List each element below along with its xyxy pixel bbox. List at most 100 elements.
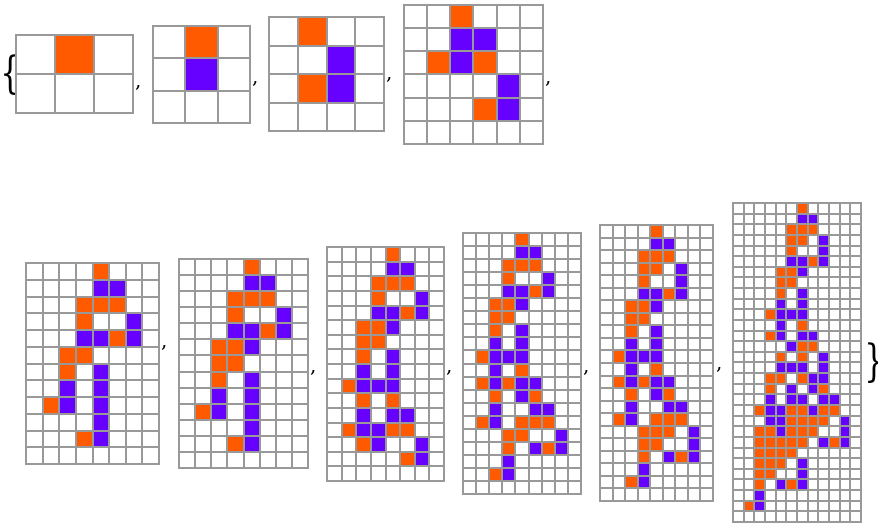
purple-cell [766, 395, 775, 405]
empty-cell [744, 246, 754, 256]
empty-cell [244, 308, 259, 323]
empty-cell [95, 75, 132, 112]
purple-cell [327, 46, 355, 73]
orange-cell [542, 442, 554, 454]
empty-cell [292, 308, 307, 323]
empty-cell [613, 326, 625, 337]
purple-cell [244, 276, 259, 291]
orange-cell [798, 204, 807, 213]
empty-cell [328, 350, 341, 363]
empty-cell [143, 280, 158, 296]
empty-cell [60, 314, 75, 329]
empty-cell [76, 448, 92, 463]
empty-cell [638, 326, 650, 337]
empty-cell [60, 431, 75, 447]
empty-cell [840, 278, 850, 288]
empty-cell [520, 98, 542, 120]
empty-cell [744, 331, 754, 341]
empty-cell [342, 365, 356, 378]
empty-cell [143, 347, 158, 363]
empty-cell [292, 372, 307, 387]
empty-cell [27, 364, 42, 380]
empty-cell [851, 257, 860, 266]
empty-cell [766, 204, 775, 213]
empty-cell [415, 365, 429, 378]
empty-cell [401, 438, 414, 451]
empty-cell [477, 364, 489, 376]
empty-cell [342, 408, 356, 422]
purple-cell [415, 438, 429, 451]
empty-cell [328, 291, 341, 305]
empty-cell [851, 491, 860, 500]
empty-cell [143, 297, 158, 313]
empty-cell [676, 351, 687, 362]
orange-cell [529, 390, 541, 402]
empty-cell [819, 299, 828, 309]
empty-cell [126, 347, 142, 363]
purple-cell [798, 214, 807, 224]
empty-cell [186, 91, 217, 122]
orange-cell [755, 480, 764, 490]
empty-cell [601, 251, 612, 262]
empty-cell [143, 364, 158, 380]
orange-cell [787, 427, 796, 436]
empty-cell [568, 429, 580, 441]
empty-cell [93, 314, 109, 329]
empty-cell [292, 276, 307, 291]
purple-cell [787, 384, 796, 394]
empty-cell [688, 376, 700, 388]
empty-cell [180, 292, 195, 307]
purple-cell [244, 404, 259, 419]
orange-cell [744, 501, 754, 511]
purple-cell [126, 314, 142, 329]
empty-cell [555, 273, 567, 285]
empty-cell [663, 313, 675, 325]
orange-cell [228, 436, 243, 451]
purple-cell [663, 376, 675, 388]
empty-cell [276, 372, 291, 387]
empty-cell [851, 289, 860, 298]
empty-cell [798, 501, 807, 511]
empty-cell [819, 459, 828, 468]
empty-cell [464, 273, 476, 285]
purple-cell [126, 331, 142, 346]
empty-cell [613, 276, 625, 287]
empty-cell [464, 390, 476, 402]
empty-cell [451, 121, 473, 143]
empty-cell [401, 335, 414, 349]
empty-cell [830, 459, 839, 468]
empty-cell [260, 452, 275, 467]
empty-cell [701, 426, 712, 438]
empty-cell [143, 398, 158, 413]
orange-cell [626, 476, 637, 488]
orange-cell [451, 6, 473, 28]
empty-cell [529, 468, 541, 480]
empty-cell [180, 324, 195, 339]
empty-cell [542, 377, 554, 389]
purple-cell [663, 451, 675, 463]
empty-cell [542, 390, 554, 402]
empty-cell [415, 262, 429, 276]
empty-cell [734, 512, 743, 521]
empty-cell [342, 277, 356, 290]
empty-cell [464, 429, 476, 441]
empty-cell [851, 406, 860, 415]
empty-cell [755, 331, 764, 341]
empty-cell [126, 280, 142, 296]
empty-cell [676, 426, 687, 438]
empty-cell [298, 103, 326, 130]
orange-cell [626, 313, 637, 325]
empty-cell [776, 469, 786, 479]
empty-cell [477, 286, 489, 298]
empty-cell [430, 277, 443, 290]
empty-cell [787, 374, 796, 383]
empty-cell [734, 459, 743, 468]
empty-cell [744, 235, 754, 245]
empty-cell [601, 451, 612, 463]
orange-cell [819, 416, 828, 426]
empty-cell [477, 260, 489, 272]
purple-cell [787, 257, 796, 266]
empty-cell [601, 389, 612, 400]
empty-cell [688, 263, 700, 275]
empty-cell [626, 251, 637, 262]
